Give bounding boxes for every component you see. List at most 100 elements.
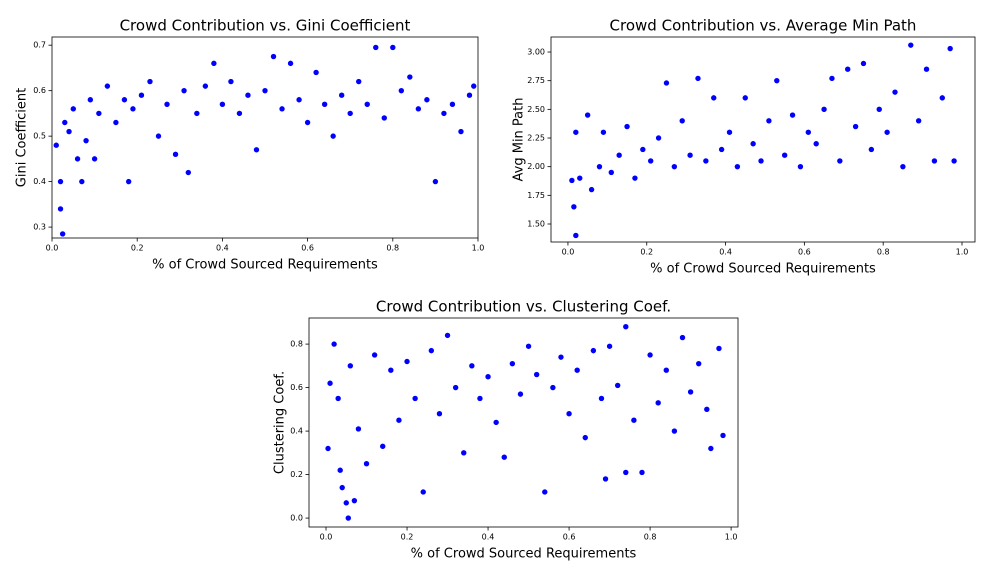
y-tick-label: 0.0: [290, 514, 303, 523]
scatter-point: [330, 340, 338, 348]
x-tick-label: 0.0: [46, 244, 59, 253]
scatter-point: [492, 419, 500, 426]
y-tick-label: 0.8: [290, 340, 303, 349]
scatter-point: [541, 488, 549, 496]
scatter-point: [549, 384, 557, 391]
plot-area: [51, 36, 479, 239]
y-tick-label: 3.00: [527, 48, 545, 57]
scatter-point: [121, 96, 128, 104]
scatter-point: [78, 178, 86, 185]
scatter-point: [576, 174, 584, 182]
scatter-point: [710, 94, 718, 102]
y-tick-label: 2.25: [527, 134, 545, 143]
scatter-point: [398, 87, 405, 94]
y-tick-label: 0.4: [33, 177, 46, 186]
scatter-point: [326, 379, 334, 387]
scatter-point: [581, 434, 589, 441]
scatter-point: [812, 140, 820, 148]
plot-area: [308, 317, 739, 528]
scatter-point: [185, 169, 192, 176]
scatter-point: [82, 137, 90, 144]
scatter-point: [741, 94, 749, 102]
scatter-point: [180, 87, 188, 94]
scatter-point: [622, 323, 630, 330]
scatter-point: [312, 69, 320, 76]
scatter-point: [468, 362, 476, 370]
scatter-point: [371, 351, 378, 359]
scatter-point: [875, 106, 883, 113]
x-tick-label: 0.8: [877, 248, 890, 257]
x-tick-label: 0.2: [401, 533, 414, 542]
scatter-point: [600, 128, 607, 136]
scatter-point: [125, 178, 132, 185]
y-tick-label: 2.75: [527, 76, 545, 85]
x-tick-label: 0.8: [386, 244, 399, 253]
scatter-point: [639, 146, 647, 153]
scatter-point: [654, 399, 662, 407]
scatter-point: [572, 128, 580, 136]
scatter-point: [622, 469, 630, 476]
scatter-point: [631, 174, 639, 182]
scatter-point: [227, 78, 235, 85]
y-axis-label: Clustering Coef.: [273, 371, 288, 474]
y-tick-label: 0.5: [33, 132, 46, 141]
scatter-point: [389, 44, 397, 51]
y-axis-label: Avg Min Path: [512, 98, 527, 182]
scatter-point: [428, 347, 435, 354]
scatter-point: [719, 432, 727, 439]
scatter-point: [797, 163, 804, 170]
scatter-point: [509, 360, 516, 367]
scatter-point: [573, 366, 581, 374]
y-tick-label: 1.50: [527, 219, 545, 228]
x-tick-label: 0.4: [719, 248, 732, 257]
scatter-point: [457, 128, 465, 135]
scatter-point: [781, 151, 788, 159]
scatter-point: [789, 111, 796, 119]
scatter-point: [671, 427, 678, 435]
chart-title: Crowd Contribution vs. Gini Coefficient: [120, 17, 411, 35]
scatter-point: [372, 44, 380, 51]
scatter-point: [584, 111, 591, 119]
scatter-point: [606, 342, 613, 350]
scatter-point: [702, 157, 710, 165]
scatter-point: [868, 146, 875, 153]
scatter-point: [403, 358, 411, 365]
scatter-point: [363, 101, 371, 108]
scatter-point: [380, 114, 388, 122]
scatter-point: [860, 60, 867, 67]
y-tick-label: 0.4: [290, 427, 303, 436]
scatter-point: [270, 53, 277, 60]
scatter-point: [355, 78, 363, 85]
scatter-point: [607, 169, 615, 176]
scatter-point: [163, 101, 171, 108]
scatter-point: [87, 96, 94, 104]
scatter-point: [338, 91, 345, 99]
x-tick-label: 0.2: [131, 244, 144, 253]
scatter-point: [718, 146, 725, 153]
chart-title: Crowd Contribution vs. Clustering Coef.: [376, 298, 671, 316]
scatter-point: [146, 78, 154, 85]
scatter-point: [57, 205, 64, 213]
scatter-point: [57, 178, 64, 185]
scatter-point: [484, 373, 492, 381]
scatter-point: [647, 157, 654, 165]
scatter-point: [466, 91, 473, 99]
scatter-point: [379, 443, 387, 450]
scatter-point: [59, 230, 66, 238]
x-tick-label: 0.0: [320, 533, 333, 542]
y-tick-label: 2.50: [527, 105, 545, 114]
plot-area: [550, 36, 976, 243]
scatter-point: [836, 157, 844, 165]
scatter-point: [470, 82, 478, 90]
scatter-point: [104, 82, 111, 90]
scatter-point: [65, 128, 73, 135]
scatter-point: [678, 117, 686, 125]
y-tick-label: 0.6: [33, 86, 46, 95]
x-tick-label: 0.2: [640, 248, 653, 257]
scatter-point: [91, 155, 98, 163]
scatter-point: [525, 342, 532, 350]
scatter-point: [155, 132, 162, 140]
scatter-point: [590, 347, 597, 354]
